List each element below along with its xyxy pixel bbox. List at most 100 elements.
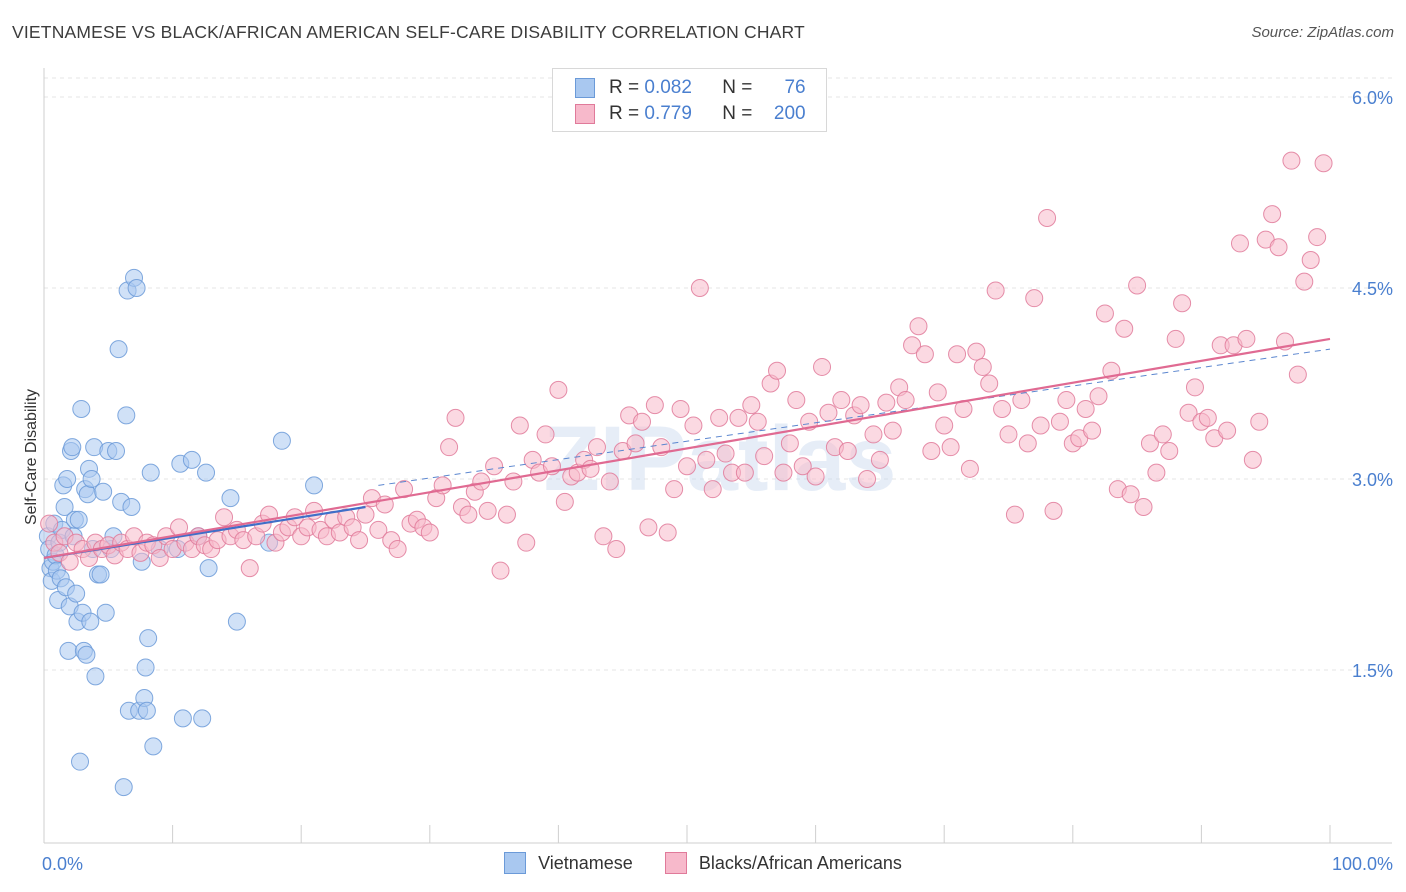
legend-n-value: 76 (784, 77, 806, 98)
point-black (1288, 365, 1307, 384)
point-vietnamese (63, 438, 82, 457)
point-black (851, 396, 870, 415)
legend-row-black: R = 0.779 N = 200 (575, 102, 806, 126)
point-black (787, 391, 806, 410)
point-black (632, 412, 651, 431)
y-axis-label: Self-Care Disability (23, 389, 40, 525)
point-black (446, 408, 465, 427)
x-tick-label: 0.0% (42, 854, 83, 874)
point-vietnamese (86, 667, 105, 686)
point-black (993, 399, 1012, 418)
point-vietnamese (59, 641, 78, 660)
data-points (38, 151, 1333, 797)
point-black (1282, 151, 1301, 170)
point-black (1031, 416, 1050, 435)
point-black (600, 472, 619, 491)
point-vietnamese (77, 645, 96, 664)
point-black (870, 450, 889, 469)
point-black (806, 467, 825, 486)
point-black (1179, 403, 1198, 422)
point-black (671, 399, 690, 418)
x-tick-label: 100.0% (1332, 854, 1393, 874)
point-black (1250, 412, 1269, 431)
point-black (1173, 294, 1192, 313)
point-black (896, 391, 915, 410)
point-vietnamese (136, 658, 155, 677)
point-black (40, 514, 59, 533)
point-black (1160, 441, 1179, 460)
legend-n-label: N = (722, 77, 753, 98)
point-vietnamese (221, 489, 240, 508)
x-tick-labels: 0.0% 100.0% (42, 854, 1393, 874)
point-vietnamese (139, 629, 158, 648)
point-vietnamese (127, 279, 146, 297)
point-black (478, 501, 497, 520)
legend-r-value: 0.082 (644, 77, 692, 98)
point-vietnamese (144, 737, 163, 756)
series-legend: Vietnamese Blacks/African Americans (0, 852, 1406, 874)
point-vietnamese (78, 485, 97, 504)
y-tick-labels: 1.5% 3.0% 4.5% 6.0% (1352, 88, 1393, 681)
point-black (1050, 412, 1069, 431)
point-black (973, 357, 992, 376)
point-black (768, 361, 787, 380)
point-black (1166, 329, 1185, 348)
legend-item-black: Blacks/African Americans (664, 852, 902, 874)
point-black (729, 408, 748, 427)
point-black (710, 408, 729, 427)
point-black (1237, 329, 1256, 348)
legend-label-vietnamese: Vietnamese (538, 852, 633, 873)
point-black (1314, 154, 1333, 173)
legend-r-value: 0.779 (644, 103, 692, 124)
point-vietnamese (272, 431, 291, 450)
point-black (1128, 276, 1147, 295)
point-black (948, 345, 967, 364)
point-black (813, 357, 832, 376)
point-vietnamese (69, 510, 88, 529)
point-black (497, 505, 516, 524)
point-vietnamese (58, 470, 77, 488)
point-black (1185, 378, 1204, 397)
legend-n-value: 200 (773, 103, 806, 124)
point-black (1018, 434, 1037, 453)
point-black (915, 345, 934, 364)
point-black (491, 561, 510, 580)
point-black (922, 441, 941, 460)
point-vietnamese (72, 399, 91, 418)
point-vietnamese (114, 778, 133, 797)
legend-swatch-black (575, 104, 595, 124)
point-black (240, 559, 259, 578)
point-black (793, 457, 812, 476)
point-black (555, 492, 574, 511)
source-label: Source: ZipAtlas.com (1251, 24, 1394, 41)
point-black (594, 527, 613, 546)
point-vietnamese (55, 498, 74, 517)
trend-line-black (43, 337, 1331, 560)
point-black (485, 457, 504, 476)
point-black (1038, 208, 1057, 227)
point-black (877, 393, 896, 412)
point-black (960, 459, 979, 478)
point-black (504, 472, 523, 491)
point-black (1025, 289, 1044, 308)
legend-swatch-black (664, 852, 687, 874)
point-black (1263, 205, 1282, 224)
point-black (369, 520, 388, 539)
point-vietnamese (67, 584, 86, 603)
legend-row-vietnamese: R = 0.082 N = 76 (575, 76, 806, 100)
point-black (440, 438, 459, 457)
y-tick-label: 1.5% (1352, 661, 1393, 681)
point-vietnamese (193, 709, 212, 728)
point-black (388, 540, 407, 559)
point-black (980, 374, 999, 393)
legend-swatch-vietnamese (575, 78, 595, 98)
point-black (1230, 234, 1249, 253)
point-black (690, 279, 709, 297)
point-black (459, 505, 478, 524)
point-black (935, 416, 954, 435)
grid-lines (44, 77, 1392, 671)
correlation-legend: R = 0.082 N = 76 R = 0.779 N = 200 (552, 68, 827, 132)
point-black (1121, 485, 1140, 504)
point-black (697, 450, 716, 469)
